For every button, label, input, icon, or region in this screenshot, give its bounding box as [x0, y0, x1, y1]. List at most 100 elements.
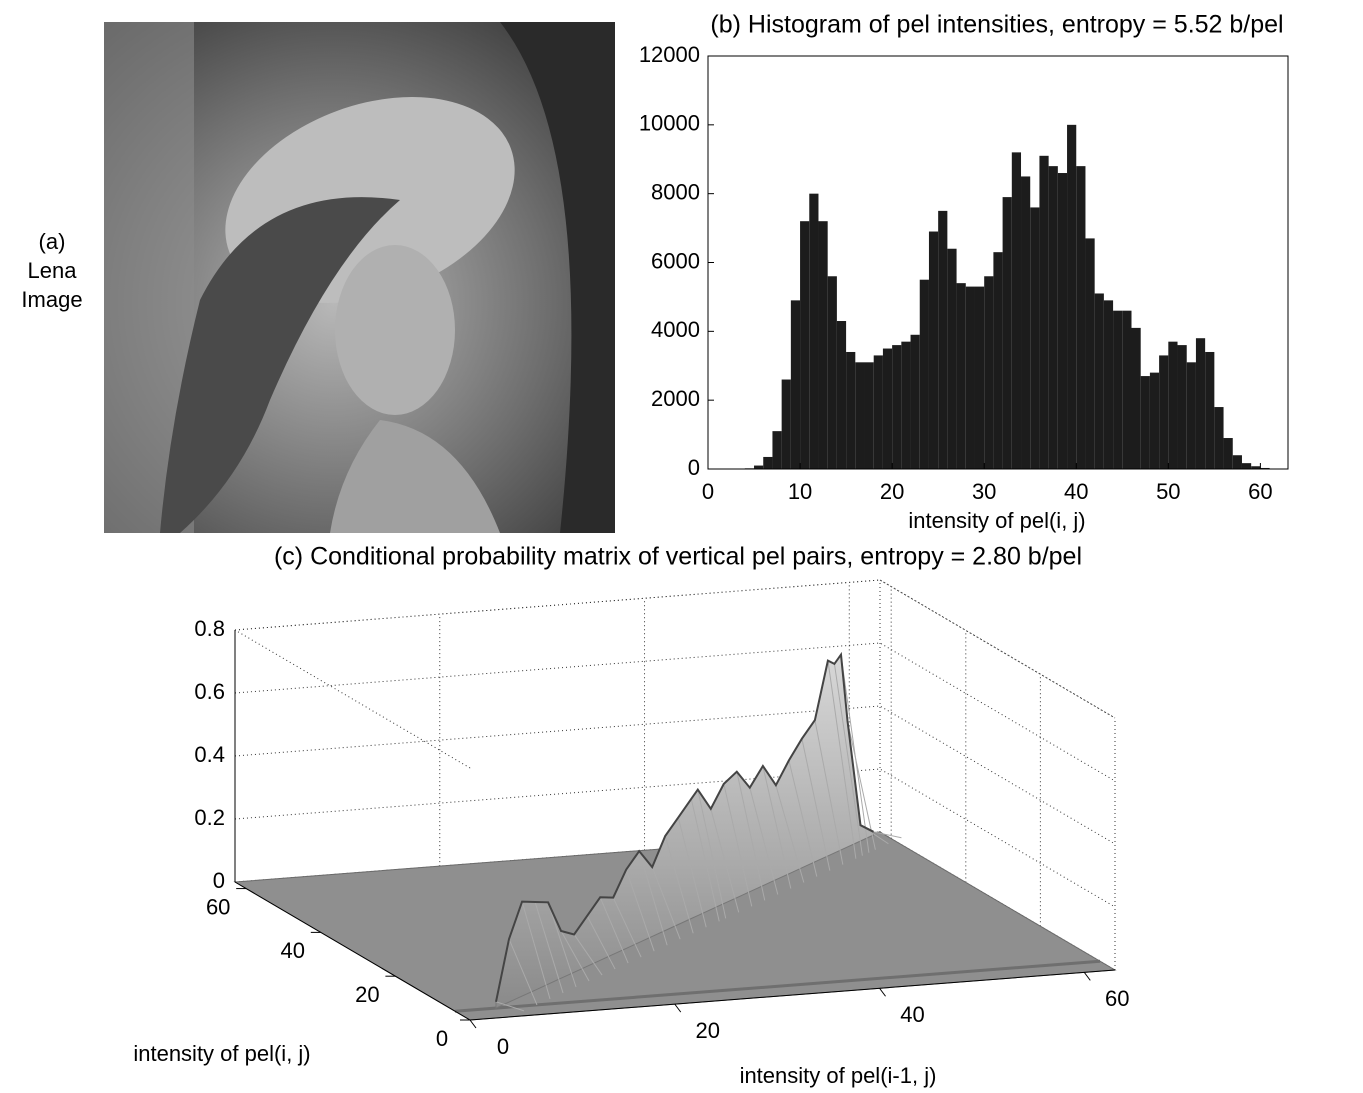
bar	[1076, 166, 1086, 469]
bar	[836, 321, 847, 469]
bar	[1232, 455, 1242, 469]
bar	[1195, 338, 1206, 469]
z-tick-label: 0.4	[194, 742, 225, 767]
bar	[772, 431, 782, 469]
chart-title: (b) Histogram of pel intensities, entrop…	[710, 11, 1283, 39]
x-tick-label: 10	[788, 479, 812, 504]
bar	[1177, 345, 1187, 469]
x-tick-label: 60	[1248, 479, 1272, 504]
ridge-shade	[625, 869, 655, 952]
ridge-shade	[846, 720, 876, 850]
bar	[1002, 197, 1012, 469]
x-tick	[1083, 972, 1091, 981]
y-tick-label: 12000	[639, 42, 700, 67]
bar	[1159, 355, 1169, 469]
bar	[1140, 376, 1150, 469]
bar	[1067, 124, 1077, 469]
bar	[846, 351, 856, 469]
bar	[1251, 466, 1261, 469]
image-label-line: (a)	[39, 229, 66, 254]
ridge-shade	[586, 915, 616, 970]
ridge-shade	[664, 835, 694, 934]
ridge-crest	[495, 651, 874, 1003]
ridge-shade	[612, 897, 642, 958]
ridge-shade	[827, 660, 857, 859]
y-tick-label: 0	[436, 1026, 448, 1051]
bar	[809, 193, 819, 469]
bar	[781, 379, 791, 469]
box-edge	[234, 579, 881, 631]
y-tick-label: 10000	[639, 111, 700, 136]
y-tick-label: 6000	[651, 248, 700, 273]
bar	[855, 362, 865, 469]
bar	[956, 283, 966, 469]
grid-line	[234, 768, 1116, 908]
ridge-shade	[710, 808, 740, 913]
bar	[1122, 310, 1132, 469]
bar	[1214, 407, 1224, 469]
bar	[1021, 176, 1031, 470]
ridge-shade	[508, 938, 538, 1006]
ridge-shade	[762, 765, 792, 889]
bar	[1011, 152, 1022, 469]
z-tick-label: 0.8	[194, 616, 225, 641]
y-axis-label: intensity of pel(i, j)	[133, 1041, 310, 1066]
z-tick-label: 0.2	[194, 805, 225, 830]
bar	[1260, 467, 1270, 469]
x-tick-label: 20	[880, 479, 904, 504]
grid-line	[234, 705, 1116, 845]
x-tick-label: 30	[972, 479, 996, 504]
bar	[1030, 207, 1040, 469]
ridge-shade	[788, 760, 818, 877]
ridge-shade	[560, 930, 590, 982]
lena-image	[104, 22, 615, 533]
x-axis	[469, 969, 1116, 1021]
x-tick-label: 0	[702, 479, 714, 504]
bar	[1113, 310, 1123, 469]
ridge-shade	[677, 817, 707, 928]
bar	[763, 456, 773, 469]
y-tick-label: 0	[688, 455, 700, 480]
bar	[1103, 300, 1114, 469]
chart-title: (c) Conditional probability matrix of ve…	[274, 543, 1082, 571]
ridge-shade	[814, 719, 844, 865]
bar	[1085, 238, 1095, 469]
ridge-shade	[873, 831, 902, 839]
x-axis-label: intensity of pel(i-1, j)	[740, 1063, 937, 1088]
x-tick	[674, 1003, 682, 1013]
bar	[1057, 173, 1068, 469]
bar	[790, 300, 801, 469]
ridge-shade	[495, 1001, 525, 1012]
ridge-shade	[599, 897, 629, 964]
image-label-line: Image	[21, 287, 82, 312]
x-tick-label: 40	[900, 1002, 924, 1027]
x-tick-label: 50	[1156, 479, 1180, 504]
x-tick-label: 20	[696, 1018, 720, 1043]
ridge-shade	[697, 789, 727, 919]
bar	[984, 276, 994, 469]
bar	[1241, 463, 1252, 469]
x-tick	[879, 987, 886, 997]
x-tick	[469, 1019, 477, 1029]
y-tick-label: 40	[281, 938, 305, 963]
bar	[1223, 438, 1233, 469]
bar	[827, 276, 837, 469]
bar	[974, 286, 985, 469]
bar	[1168, 341, 1178, 469]
bar	[1039, 155, 1049, 469]
bar	[901, 341, 911, 469]
bar	[754, 465, 764, 469]
y-axis	[234, 881, 471, 1021]
ridge-shade	[690, 798, 720, 922]
bar	[1149, 372, 1160, 469]
ridge-shade	[736, 771, 766, 901]
y-tick-label: 4000	[651, 317, 700, 342]
grid-line	[234, 579, 1116, 719]
y-tick-label: 20	[355, 982, 379, 1007]
image-label: (a) Lena Image	[21, 229, 82, 312]
image-label-line: Lena	[28, 258, 78, 283]
bar	[1131, 327, 1141, 469]
bar	[873, 355, 883, 469]
ridge-shade	[521, 901, 551, 1000]
